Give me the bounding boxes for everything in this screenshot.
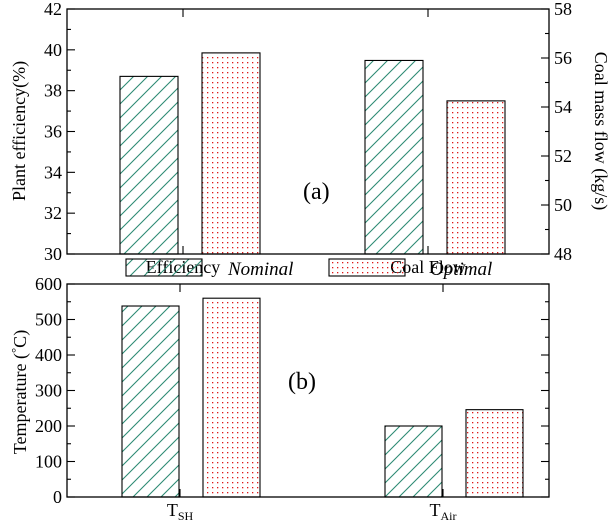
panel-b-left-ticks: 0 100 200 300 400 500 600: [35, 274, 75, 507]
a-bar-optimal-0: [201, 52, 261, 255]
b-bar-nominal-0: [121, 305, 180, 498]
a-bar-optimal-1: [446, 100, 506, 255]
panel-b-bars: [121, 297, 524, 498]
a-left-tick-label: 38: [44, 81, 62, 101]
legend-swatch-nominal: [125, 258, 203, 277]
b-left-tick-label: 200: [35, 416, 62, 436]
a-bar-nominal-1: [364, 59, 424, 255]
a-right-tick-label: 58: [554, 0, 572, 19]
a-left-tick-label: 32: [44, 203, 62, 223]
b-left-tick-label: 400: [35, 345, 62, 365]
legend: Nominal Optimal: [125, 258, 492, 280]
panel-b: 0 100 200 300 400 500 600 TSH TAir (b) Temperat…: [8, 274, 550, 523]
legend-label-optimal: Optimal: [430, 259, 492, 280]
legend-label-nominal: Nominal: [227, 259, 293, 280]
a-bar-nominal-0: [119, 75, 179, 255]
a-right-tick-label: 48: [554, 244, 572, 264]
panel-a-bars: [119, 52, 506, 255]
panel-b-label: (b): [288, 369, 316, 395]
a-right-tick-label: 52: [554, 146, 572, 166]
panel-b-ylabel: Temperature (°C): [8, 330, 31, 454]
panel-a-right-ticks: 48 50 52 54 56 58: [541, 0, 572, 264]
legend-swatch-optimal: [328, 258, 406, 277]
b-left-tick-label: 0: [53, 487, 62, 507]
panel-a-label: (a): [303, 179, 330, 205]
b-bar-nominal-1: [384, 425, 443, 498]
a-right-tick-label: 56: [554, 48, 572, 68]
a-left-tick-label: 30: [44, 244, 62, 264]
panel-b-x-ticks: TSH TAir: [167, 284, 457, 523]
a-right-tick-label: 54: [554, 97, 572, 117]
panel-a-y2label: Coal mass flow (kg/s): [590, 52, 610, 210]
a-right-tick-label: 50: [554, 195, 572, 215]
b-left-tick-label: 300: [35, 381, 62, 401]
panel-b-right-ticks: [541, 283, 549, 498]
panel-a-left-ticks: 30 32 34 36 38 40 42: [44, 0, 75, 264]
b-category-label: TSH: [167, 500, 194, 523]
b-bar-optimal-0: [202, 297, 261, 498]
a-left-tick-label: 42: [44, 0, 62, 19]
panel-a-ylabel: Plant efficiency(%): [9, 61, 30, 201]
b-bar-optimal-1: [465, 409, 524, 498]
a-category-label: Coal Flow: [390, 257, 466, 277]
b-left-tick-label: 500: [35, 310, 62, 330]
a-left-tick-label: 34: [44, 162, 62, 182]
b-category-label: TAir: [430, 500, 457, 523]
b-left-tick-label: 100: [35, 452, 62, 472]
a-left-tick-label: 40: [44, 40, 62, 60]
a-left-tick-label: 36: [44, 122, 62, 142]
b-left-tick-label: 600: [35, 274, 62, 294]
